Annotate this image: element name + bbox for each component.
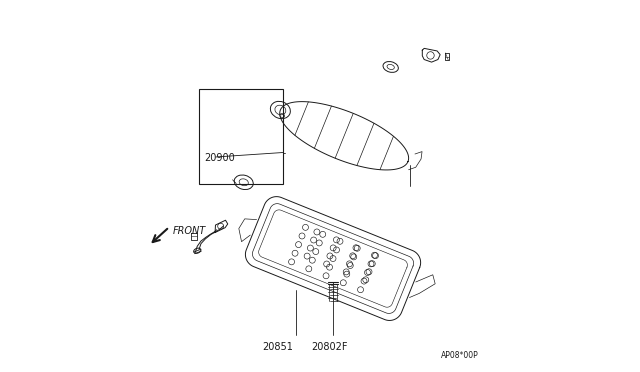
Text: AP08*00P: AP08*00P [440,351,478,360]
Text: 20851: 20851 [262,342,292,352]
Text: FRONT: FRONT [173,226,206,235]
Text: 20802F: 20802F [311,342,348,352]
Bar [199,89,283,184]
Text: 20900: 20900 [205,153,236,163]
